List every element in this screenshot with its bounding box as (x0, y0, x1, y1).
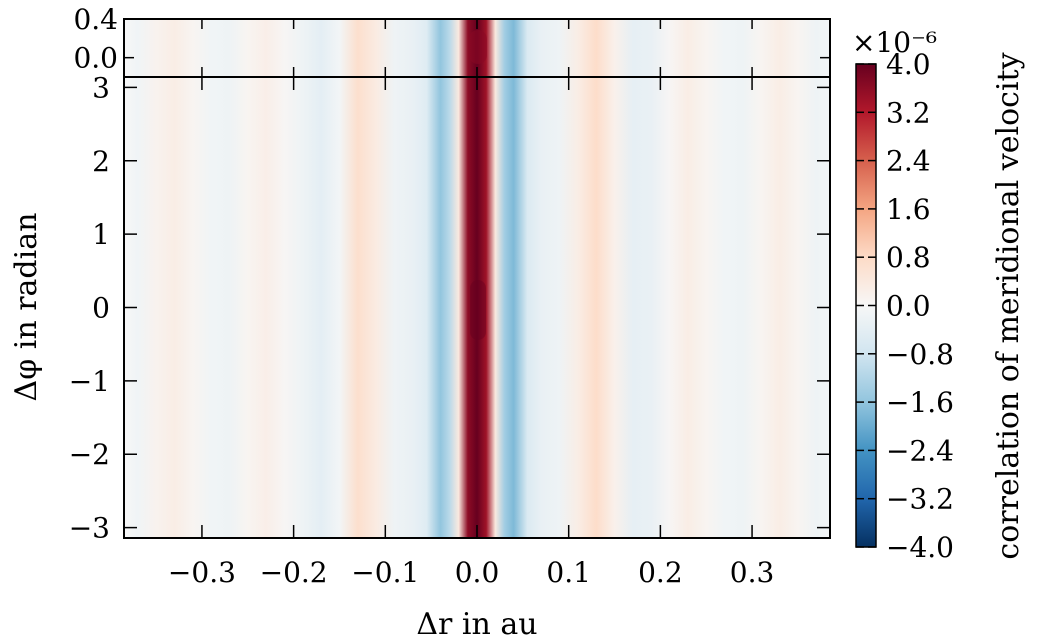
y-axis-label: Δφ in radian (9, 213, 44, 402)
colorbar-tick-label: 4.0 (886, 48, 931, 81)
colorbar-tick-label: −4.0 (886, 531, 954, 564)
colorbar-tick-label: 3.2 (886, 96, 931, 129)
colorbar-tick-label: 0.8 (886, 241, 931, 274)
colorbar-label: correlation of meridional velocity (991, 52, 1026, 559)
main-center-peak (470, 280, 486, 340)
inset-y-tick-label: 0.0 (73, 42, 118, 75)
inset-y-tick-label: 0.4 (73, 3, 118, 36)
x-tick-label: −0.3 (168, 556, 236, 589)
x-tick-label: 0.3 (730, 556, 775, 589)
y-tick-label: −1 (69, 365, 110, 398)
x-tick-label: 0.0 (455, 556, 500, 589)
colorbar-tick-label: 1.6 (886, 193, 931, 226)
x-tick-label: 0.2 (638, 556, 683, 589)
colorbar-tick-label: −0.8 (886, 338, 954, 371)
colorbar-tick-label: 0.0 (886, 290, 931, 323)
x-tick-label: −0.1 (351, 556, 419, 589)
colorbar-tick-label: −1.6 (886, 386, 954, 419)
colorbar-tick-label: −3.2 (886, 483, 954, 516)
x-tick-label: −0.2 (260, 556, 328, 589)
y-tick-label: 1 (92, 218, 110, 251)
colorbar: 4.0 3.2 2.4 1.6 0.8 0.0 −0.8 −1.6 −2.4 −3.2 −4.0 ×… (852, 26, 1026, 564)
y-tick-label: 3 (92, 71, 110, 104)
colorbar-multiplier: ×10⁻⁶ (852, 26, 937, 59)
inset-panel: 0.40.0 (73, 3, 831, 78)
main-axes: −0.3 −0.2 −0.1 0.0 0.1 0.2 0.3 3 2 1 0 −1 −2 −3 (69, 71, 831, 589)
colorbar-tick-label: 2.4 (886, 145, 931, 178)
y-tick-label: 0 (92, 292, 110, 325)
colorbar-ticks: 4.0 3.2 2.4 1.6 0.8 0.0 −0.8 −1.6 −2.4 −3.2 −4.0 (856, 48, 954, 564)
main-panel: −0.3 −0.2 −0.1 0.0 0.1 0.2 0.3 3 2 1 0 −1 −2 −3 (69, 71, 831, 589)
y-tick-label: 2 (92, 145, 110, 178)
y-tick-label: −3 (69, 512, 110, 545)
x-axis-label: Δr in au (416, 607, 537, 642)
colorbar-tick-label: −2.4 (886, 434, 954, 467)
y-tick-label: −2 (69, 438, 110, 471)
x-tick-label: 0.1 (546, 556, 591, 589)
main-heatmap (124, 77, 830, 538)
inset-center-peak (469, 30, 487, 64)
